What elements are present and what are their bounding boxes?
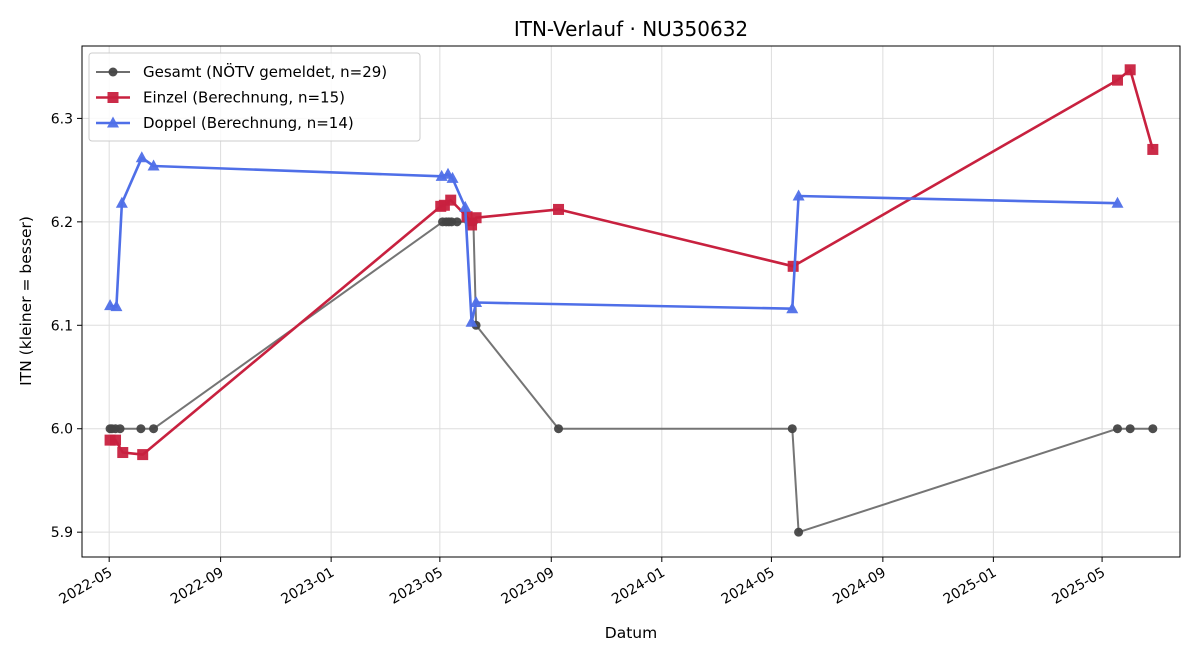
data-point-einzel bbox=[110, 434, 122, 446]
data-point-einzel bbox=[137, 449, 149, 461]
y-tick-label: 5.9 bbox=[51, 525, 73, 541]
data-point-einzel bbox=[466, 219, 478, 231]
y-axis-title: ITN (kleiner = besser) bbox=[17, 216, 35, 386]
data-point-einzel bbox=[470, 212, 482, 224]
data-point-einzel bbox=[1111, 74, 1123, 86]
legend-label-doppel: Doppel (Berechnung, n=14) bbox=[143, 114, 354, 132]
data-point-doppel bbox=[465, 315, 478, 327]
y-axis: 5.9 6.0 6.1 6.2 6.3 bbox=[51, 111, 82, 541]
data-point-doppel bbox=[459, 200, 472, 212]
data-point-einzel bbox=[1147, 143, 1159, 155]
data-point-einzel bbox=[787, 260, 799, 272]
data-point-gesamt bbox=[452, 217, 462, 227]
legend-label-einzel: Einzel (Berechnung, n=15) bbox=[143, 89, 345, 107]
legend-item-einzel: Einzel (Berechnung, n=15) bbox=[96, 89, 345, 107]
data-point-gesamt bbox=[115, 424, 125, 434]
data-point-einzel bbox=[438, 199, 450, 211]
data-point-gesamt bbox=[794, 527, 804, 537]
data-point-doppel bbox=[147, 159, 160, 171]
data-point-einzel bbox=[117, 447, 129, 459]
data-point-gesamt bbox=[1125, 424, 1135, 434]
legend-marker-doppel bbox=[107, 116, 119, 128]
y-tick-label: 6.0 bbox=[51, 422, 73, 438]
data-point-gesamt bbox=[787, 424, 797, 434]
y-tick-label: 6.3 bbox=[51, 111, 73, 127]
legend: Gesamt (NÖTV gemeldet, n=29) Einzel (Bere… bbox=[88, 52, 421, 142]
legend-item-doppel: Doppel (Berechnung, n=14) bbox=[96, 114, 354, 132]
data-point-doppel bbox=[135, 151, 148, 163]
legend-label-gesamt: Gesamt (NÖTV gemeldet, n=29) bbox=[143, 62, 387, 81]
chart-title: ITN-Verlauf · NU350632 bbox=[514, 17, 748, 41]
data-point-gesamt bbox=[1148, 424, 1158, 434]
data-point-doppel bbox=[110, 300, 123, 312]
data-point-gesamt bbox=[136, 424, 146, 434]
x-axis-title: Datum bbox=[605, 624, 657, 642]
data-point-einzel bbox=[461, 211, 473, 223]
data-point-gesamt bbox=[554, 424, 564, 434]
data-point-doppel bbox=[115, 196, 128, 208]
legend-marker-einzel bbox=[107, 92, 119, 103]
legend-marker-gesamt bbox=[108, 67, 118, 77]
series-layer bbox=[104, 64, 1159, 537]
legend-box bbox=[88, 52, 421, 142]
data-point-gesamt bbox=[1112, 424, 1122, 434]
plot-frame bbox=[81, 45, 1181, 558]
data-point-einzel bbox=[445, 194, 457, 206]
data-point-einzel bbox=[553, 203, 565, 215]
data-point-doppel bbox=[446, 171, 459, 183]
data-point-einzel bbox=[1124, 64, 1136, 76]
data-point-doppel bbox=[786, 302, 799, 314]
legend-item-gesamt: Gesamt (NÖTV gemeldet, n=29) bbox=[96, 62, 387, 81]
y-tick-label: 6.2 bbox=[51, 215, 73, 231]
data-point-doppel bbox=[1111, 196, 1124, 208]
data-point-doppel bbox=[792, 189, 805, 201]
series-doppel bbox=[104, 151, 1124, 327]
y-tick-label: 6.1 bbox=[51, 318, 73, 334]
data-point-gesamt bbox=[149, 424, 159, 434]
data-point-doppel bbox=[470, 296, 483, 308]
